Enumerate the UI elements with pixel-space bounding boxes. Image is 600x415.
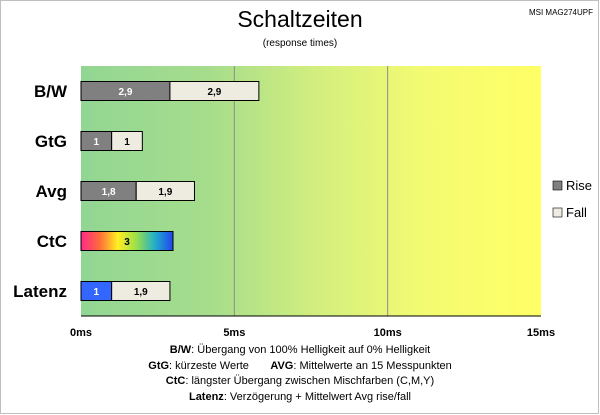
category-label: CtC [37,232,67,251]
x-tick-label: 5ms [223,327,245,339]
bar-fall [111,281,171,301]
data-label: 1 [94,287,100,298]
bar-fall [135,181,195,201]
chart-title: Schaltzeiten [237,6,362,32]
bar-fall [111,131,143,151]
data-label: 1,9 [158,187,172,198]
note-line: B/W: Übergang von 100% Helligkeit auf 0%… [169,344,431,356]
note-line: GtG: kürzeste Werte AVG: Mittelwerte an … [148,359,452,372]
data-label: 1,8 [102,187,116,198]
x-tick-label: 0ms [70,327,92,339]
category-label: GtG [35,132,67,151]
model-label: MSI MAG274UPF [529,8,593,17]
note-line: CtC: längster Übergang zwischen Mischfar… [165,375,435,387]
bar-rise [80,231,174,251]
x-tick-label: 15ms [527,327,555,339]
data-label: 2,9 [207,87,221,98]
category-label: B/W [34,82,68,101]
data-label: 3 [124,237,130,248]
x-axis-ticks: 0ms 5ms 10ms 15ms [70,327,555,339]
data-label: 2,9 [119,87,133,98]
legend-swatch-rise [552,180,563,191]
legend: Rise Fall [552,178,592,220]
gridlines [233,66,389,316]
data-label: 1 [94,137,100,148]
category-labels: B/W GtG Avg CtC Latenz [13,82,68,301]
legend-swatch-fall [552,207,563,218]
chart-subtitle: (response times) [263,38,337,49]
data-label: 1 [124,137,130,148]
notes: B/W: Übergang von 100% Helligkeit auf 0%… [0,343,600,405]
bars: 2,9 2,9 1 1 1,8 1,9 3 1 1,9 [80,81,260,301]
category-label: Latenz [13,282,67,301]
data-label: 1,9 [134,287,148,298]
legend-label-fall: Fall [566,205,587,220]
bar-fall [169,81,260,101]
category-label: Avg [36,182,68,201]
x-tick-label: 10ms [374,327,402,339]
note-line: Latenz: Verzögerung + Mittelwert Avg ris… [188,390,412,403]
legend-label-rise: Rise [566,178,592,193]
